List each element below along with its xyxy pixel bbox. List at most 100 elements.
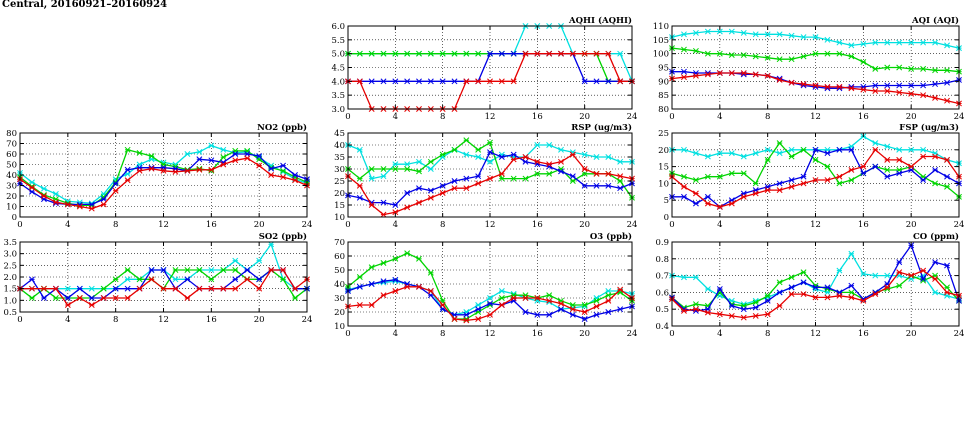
- data-point-green: [836, 50, 843, 57]
- data-point-blue: [932, 167, 939, 173]
- data-point-red: [244, 155, 251, 162]
- data-point-green: [812, 156, 819, 163]
- data-point-blue: [451, 178, 458, 184]
- y-tick-label: 35: [334, 153, 345, 163]
- data-point-green: [136, 149, 143, 156]
- data-point-blue: [593, 78, 600, 85]
- data-point-red: [752, 190, 759, 197]
- data-point-red: [884, 156, 891, 163]
- x-tick-label: 8: [440, 220, 445, 230]
- x-tick-label: 12: [810, 329, 821, 339]
- x-tick-label: 0: [17, 220, 22, 230]
- data-point-blue: [184, 276, 191, 283]
- x-tick-label: 8: [113, 315, 118, 325]
- data-point-red: [776, 302, 783, 309]
- chart-fsp: 0 4 8 12 16 20 24 0 5 10 15 20 25 FSP (ug/m3): [658, 122, 964, 230]
- data-point-red: [836, 83, 843, 90]
- data-point-blue: [232, 276, 239, 283]
- data-point-green: [356, 175, 363, 182]
- data-point-green: [824, 163, 831, 170]
- data-point-blue: [581, 182, 588, 189]
- y-tick-label: 50: [334, 266, 345, 276]
- data-point-red: [124, 177, 131, 184]
- x-tick-label: 8: [765, 112, 770, 122]
- y-tick-label: 10: [658, 179, 669, 189]
- y-tick-label: 25: [334, 177, 345, 187]
- data-point-blue: [439, 182, 446, 189]
- data-point-blue: [124, 166, 131, 173]
- x-tick-label: 4: [65, 315, 70, 325]
- data-point-green: [100, 285, 107, 292]
- x-tick-label: 20: [254, 315, 265, 325]
- data-point-red: [617, 286, 624, 293]
- data-point-green: [380, 260, 387, 266]
- data-point-blue: [112, 180, 119, 187]
- data-point-green: [752, 299, 759, 306]
- data-point-red: [908, 272, 915, 279]
- data-point-cyan: [617, 50, 624, 57]
- data-point-red: [160, 285, 167, 292]
- data-point-green: [404, 250, 411, 257]
- data-point-red: [752, 71, 759, 78]
- x-tick-label: 20: [906, 112, 917, 122]
- y-tick-label: 5: [664, 196, 669, 206]
- data-point-green: [463, 50, 470, 57]
- data-point-green: [392, 166, 399, 172]
- data-point-blue: [380, 278, 387, 285]
- data-point-cyan: [487, 295, 493, 301]
- data-point-cyan: [932, 39, 939, 46]
- data-point-green: [944, 183, 950, 190]
- data-point-blue: [896, 82, 903, 89]
- x-tick-label: 24: [627, 112, 638, 122]
- data-point-blue: [860, 170, 867, 177]
- data-point-green: [848, 177, 855, 183]
- y-tick-label: 4.5: [331, 64, 345, 74]
- y-tick-label: 10: [334, 322, 345, 332]
- data-point-green: [764, 54, 771, 61]
- data-point-green: [617, 178, 624, 184]
- data-point-red: [534, 50, 541, 57]
- data-point-cyan: [848, 250, 855, 257]
- data-point-green: [848, 289, 855, 296]
- data-point-blue: [392, 202, 399, 208]
- x-tick-label: 24: [954, 112, 965, 122]
- data-point-green: [380, 50, 387, 57]
- data-point-green: [788, 153, 795, 160]
- data-point-blue: [475, 306, 482, 313]
- data-point-green: [740, 52, 747, 59]
- data-point-cyan: [546, 142, 553, 148]
- data-point-red: [776, 76, 783, 83]
- chart-title: RSP (ug/m3): [571, 122, 632, 133]
- data-point-cyan: [40, 185, 47, 192]
- data-point-green: [416, 255, 422, 262]
- data-point-cyan: [605, 154, 612, 160]
- data-point-red: [848, 294, 855, 301]
- data-point-red: [681, 183, 687, 190]
- data-point-blue: [872, 163, 879, 170]
- data-point-blue: [944, 79, 950, 86]
- data-point-red: [896, 269, 903, 276]
- y-tick-label: 2.5: [3, 261, 17, 271]
- data-point-blue: [160, 267, 167, 273]
- data-point-red: [220, 161, 227, 168]
- data-point-cyan: [196, 148, 203, 155]
- data-point-blue: [896, 259, 903, 266]
- data-point-cyan: [824, 36, 831, 43]
- data-point-red: [268, 267, 275, 273]
- data-point-red: [704, 309, 711, 316]
- data-point-blue: [605, 78, 612, 85]
- data-point-red: [40, 193, 47, 199]
- data-point-green: [546, 170, 553, 177]
- data-point-green: [172, 267, 179, 273]
- data-point-cyan: [752, 31, 759, 38]
- data-point-cyan: [896, 146, 903, 153]
- x-tick-label: 8: [765, 329, 770, 339]
- data-point-red: [605, 170, 612, 177]
- data-point-cyan: [860, 41, 867, 47]
- data-point-blue: [605, 182, 612, 189]
- data-point-green: [427, 50, 434, 57]
- data-point-blue: [848, 282, 855, 289]
- data-point-blue: [498, 50, 505, 57]
- data-point-red: [836, 292, 843, 299]
